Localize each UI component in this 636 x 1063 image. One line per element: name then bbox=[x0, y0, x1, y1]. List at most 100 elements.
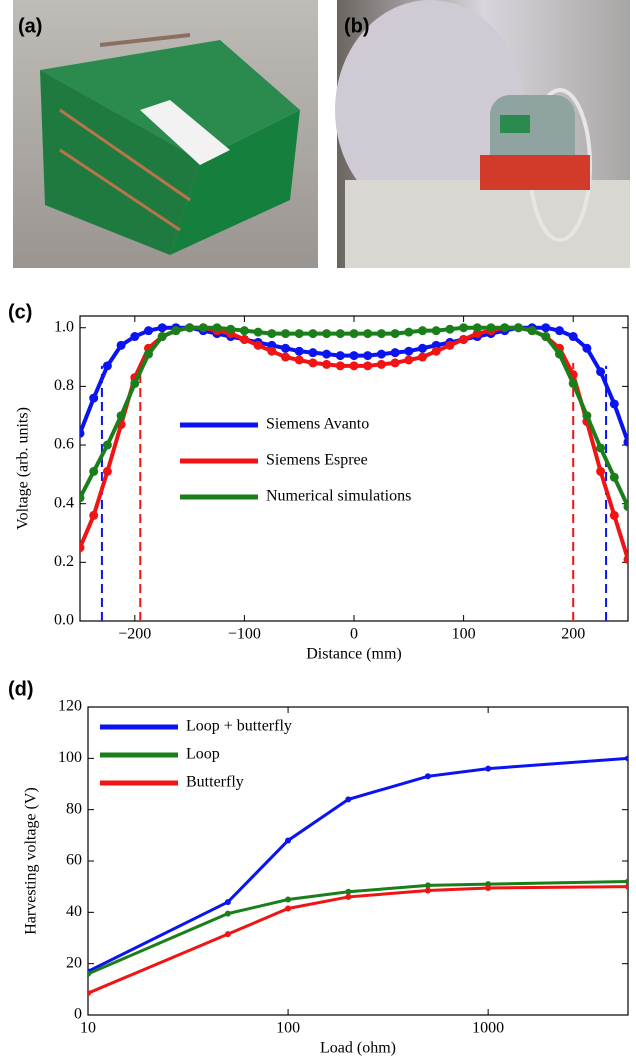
panel-label: (c) bbox=[8, 301, 32, 323]
data-point bbox=[281, 329, 290, 339]
data-point bbox=[116, 411, 126, 421]
y-tick-label: 20 bbox=[66, 954, 82, 971]
y-axis-label: Harvesting voltage (V) bbox=[23, 787, 40, 935]
data-point bbox=[130, 378, 140, 388]
data-point bbox=[239, 326, 249, 336]
data-point bbox=[431, 346, 441, 356]
y-tick-label: 120 bbox=[58, 698, 82, 715]
data-point bbox=[424, 887, 431, 894]
y-tick-label: 0 bbox=[74, 1006, 82, 1023]
data-point bbox=[285, 905, 292, 912]
data-point bbox=[527, 326, 537, 336]
panel-label: (b) bbox=[344, 15, 370, 37]
data-point bbox=[625, 755, 628, 762]
y-tick-label: 0.0 bbox=[54, 612, 74, 629]
data-point bbox=[157, 323, 167, 333]
data-point bbox=[253, 327, 263, 337]
data-point bbox=[130, 332, 140, 342]
panel-label: (d) bbox=[8, 678, 34, 700]
data-point bbox=[500, 323, 510, 333]
data-point bbox=[308, 329, 318, 339]
data-point bbox=[404, 355, 414, 365]
data-point bbox=[459, 334, 469, 344]
data-point bbox=[445, 324, 455, 334]
data-point bbox=[224, 899, 231, 906]
data-point bbox=[335, 351, 345, 361]
data-point bbox=[281, 343, 290, 353]
x-tick-label: 10 bbox=[80, 1020, 96, 1037]
data-point bbox=[80, 543, 85, 553]
plot-area bbox=[80, 323, 628, 621]
data-point bbox=[390, 358, 400, 368]
data-point bbox=[285, 837, 292, 844]
data-point bbox=[418, 352, 427, 362]
data-point bbox=[418, 326, 427, 336]
data-point bbox=[623, 554, 628, 564]
x-tick-label: 100 bbox=[276, 1020, 300, 1037]
data-point bbox=[431, 326, 441, 336]
data-point bbox=[625, 878, 628, 885]
data-point bbox=[185, 323, 195, 333]
data-point bbox=[116, 340, 126, 350]
data-point bbox=[345, 796, 352, 803]
data-point bbox=[424, 773, 431, 780]
legend-label: Numerical simulations bbox=[266, 488, 411, 505]
data-point bbox=[308, 358, 318, 368]
data-point bbox=[568, 332, 578, 342]
y-tick-label: 60 bbox=[66, 852, 82, 869]
x-axis-label: Load (ohm) bbox=[320, 1040, 396, 1057]
data-point bbox=[102, 466, 112, 476]
data-point bbox=[390, 348, 400, 358]
data-point bbox=[345, 888, 352, 895]
plot-frame bbox=[79, 315, 629, 622]
data-point bbox=[294, 346, 304, 356]
data-point bbox=[582, 343, 592, 353]
data-point bbox=[349, 329, 359, 339]
x-tick-label: −200 bbox=[118, 626, 151, 643]
data-point bbox=[88, 990, 91, 997]
y-axis-label: Voltage (arb. units) bbox=[15, 407, 32, 530]
legend-label: Loop + butterfly bbox=[186, 718, 292, 735]
data-point bbox=[623, 502, 628, 512]
data-point bbox=[89, 466, 99, 476]
data-point bbox=[322, 359, 332, 369]
data-point bbox=[102, 361, 112, 371]
data-point bbox=[485, 765, 492, 772]
data-point bbox=[198, 323, 208, 333]
data-point bbox=[609, 399, 619, 409]
data-point bbox=[596, 443, 606, 453]
x-tick-label: 0 bbox=[350, 626, 358, 643]
data-point bbox=[513, 323, 523, 333]
data-point bbox=[541, 323, 551, 333]
y-tick-label: 40 bbox=[66, 903, 82, 920]
data-point bbox=[424, 882, 431, 889]
data-point bbox=[404, 327, 414, 337]
data-point bbox=[445, 340, 455, 350]
y-tick-label: 1.0 bbox=[54, 318, 74, 335]
photo-a bbox=[13, 0, 318, 268]
data-point bbox=[89, 510, 99, 520]
y-tick-label: 0.8 bbox=[54, 377, 74, 394]
data-point bbox=[363, 351, 373, 361]
data-point bbox=[349, 351, 359, 361]
x-tick-label: 200 bbox=[561, 626, 585, 643]
data-point bbox=[267, 329, 277, 339]
data-point bbox=[224, 931, 231, 938]
y-tick-label: 0.4 bbox=[54, 494, 74, 511]
legend-label: Siemens Espree bbox=[266, 452, 368, 469]
data-point bbox=[80, 428, 85, 438]
data-point bbox=[541, 332, 551, 342]
data-point bbox=[609, 472, 619, 482]
plot-area bbox=[88, 755, 628, 997]
data-point bbox=[335, 361, 345, 371]
x-tick-label: 100 bbox=[452, 626, 476, 643]
plot-frame bbox=[87, 706, 629, 1016]
data-point bbox=[88, 970, 91, 977]
data-point bbox=[157, 332, 167, 342]
legend-label: Siemens Avanto bbox=[266, 416, 369, 433]
y-tick-label: 80 bbox=[66, 800, 82, 817]
data-point bbox=[294, 329, 304, 339]
data-point bbox=[253, 340, 263, 350]
data-point bbox=[555, 326, 564, 336]
